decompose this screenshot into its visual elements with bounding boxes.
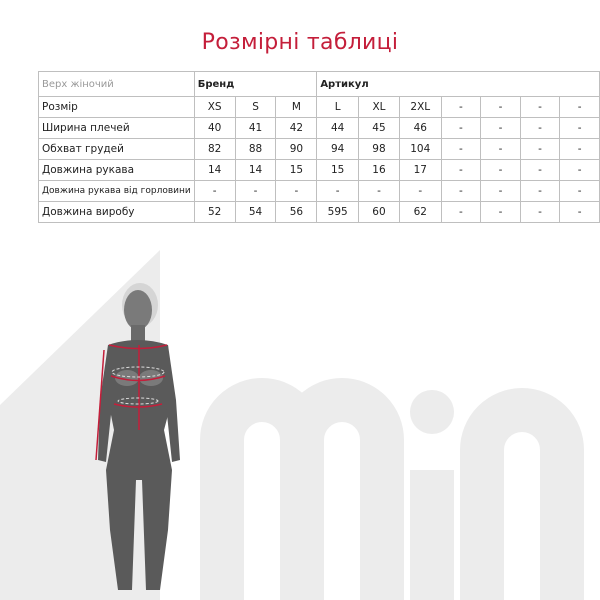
table-cell: - <box>440 96 482 118</box>
table-header-row: Верх жіночий Бренд Артикул <box>38 71 600 97</box>
table-cell: 104 <box>398 138 442 160</box>
table-cell: 595 <box>316 201 360 223</box>
table-cell: 2XL <box>398 96 442 118</box>
table-cell: 60 <box>358 201 400 223</box>
table-cell: 14 <box>234 159 277 181</box>
table-cell: - <box>559 96 600 118</box>
row-label: Ширина плечей <box>38 117 195 139</box>
table-cell: 56 <box>275 201 318 223</box>
table-cell: M <box>275 96 318 118</box>
table-row: Розмір XS S M L XL 2XL - - - - <box>38 96 600 118</box>
table-cell: XL <box>358 96 400 118</box>
table-cell: - <box>519 180 561 202</box>
table-cell: - <box>559 201 600 223</box>
brand-label: Бренд <box>193 71 318 97</box>
table-cell: 82 <box>193 138 236 160</box>
table-cell: 98 <box>358 138 400 160</box>
row-label: Довжина рукава <box>38 159 195 181</box>
table-cell: 54 <box>234 201 277 223</box>
table-cell: 62 <box>398 201 442 223</box>
table-cell: - <box>234 180 277 202</box>
logo-i-dot <box>410 390 454 434</box>
table-cell: - <box>519 159 561 181</box>
table-cell: 15 <box>275 159 318 181</box>
table-cell: 14 <box>193 159 236 181</box>
table-cell: - <box>559 159 600 181</box>
table-cell: - <box>440 117 482 139</box>
table-row: Довжина виробу 52 54 56 595 60 62- - - - <box>38 201 600 223</box>
table-cell: - <box>519 117 561 139</box>
table-cell: 90 <box>275 138 318 160</box>
table-cell: 46 <box>398 117 442 139</box>
row-label: Довжина виробу <box>38 201 195 223</box>
table-cell: - <box>480 96 521 118</box>
table-cell: - <box>559 138 600 160</box>
table-cell: - <box>559 180 600 202</box>
table-cell: 42 <box>275 117 318 139</box>
table-cell: - <box>519 96 561 118</box>
table-cell: 41 <box>234 117 277 139</box>
table-row: Довжина рукава 14 14 15 15 16 17- - - - <box>38 159 600 181</box>
table-cell: - <box>275 180 318 202</box>
table-cell: 88 <box>234 138 277 160</box>
category-label: Верх жіночий <box>38 71 195 97</box>
table-cell: 44 <box>316 117 360 139</box>
table-cell: 40 <box>193 117 236 139</box>
table-cell: - <box>440 180 482 202</box>
table-cell: XS <box>193 96 236 118</box>
table-cell: - <box>193 180 236 202</box>
table-cell: - <box>480 138 521 160</box>
table-row: Довжина рукава від горловини - - - - - - - - - - <box>38 180 600 202</box>
table-cell: - <box>358 180 400 202</box>
table-cell: - <box>480 180 521 202</box>
row-label: Розмір <box>38 96 195 118</box>
row-label: Довжина рукава від горловини <box>38 180 195 202</box>
size-table-body: Розмір XS S M L XL 2XL - - - - Ширина плечей 40 41 42 4… <box>38 96 600 223</box>
table-cell: - <box>519 138 561 160</box>
dashed-measurement-guides <box>111 366 165 405</box>
logo-min <box>200 378 584 600</box>
table-cell: 45 <box>358 117 400 139</box>
measurement-lines <box>95 344 168 461</box>
table-cell: - <box>440 159 482 181</box>
table-row: Ширина плечей 40 41 42 44 45 46- - - - <box>38 117 600 139</box>
table-cell: S <box>234 96 277 118</box>
table-cell: L <box>316 96 360 118</box>
table-row: Обхват грудей 82 88 90 94 98 104- - - - <box>38 138 600 160</box>
table-cell: 16 <box>358 159 400 181</box>
table-cell: - <box>559 117 600 139</box>
table-cell: 94 <box>316 138 360 160</box>
table-cell: - <box>440 138 482 160</box>
page-title: Розмірні таблиці <box>201 30 399 55</box>
table-cell: 15 <box>316 159 360 181</box>
table-cell: - <box>398 180 442 202</box>
table-cell: - <box>480 201 521 223</box>
article-label: Артикул <box>316 71 600 97</box>
table-cell: 52 <box>193 201 236 223</box>
table-cell: - <box>440 201 482 223</box>
table-cell: - <box>519 201 561 223</box>
table-cell: - <box>316 180 360 202</box>
size-table: Верх жіночий Бренд Артикул Розмір XS S M L XL… <box>38 71 600 223</box>
row-label: Обхват грудей <box>38 138 195 160</box>
table-cell: - <box>480 117 521 139</box>
table-cell: - <box>480 159 521 181</box>
table-cell: 17 <box>398 159 442 181</box>
